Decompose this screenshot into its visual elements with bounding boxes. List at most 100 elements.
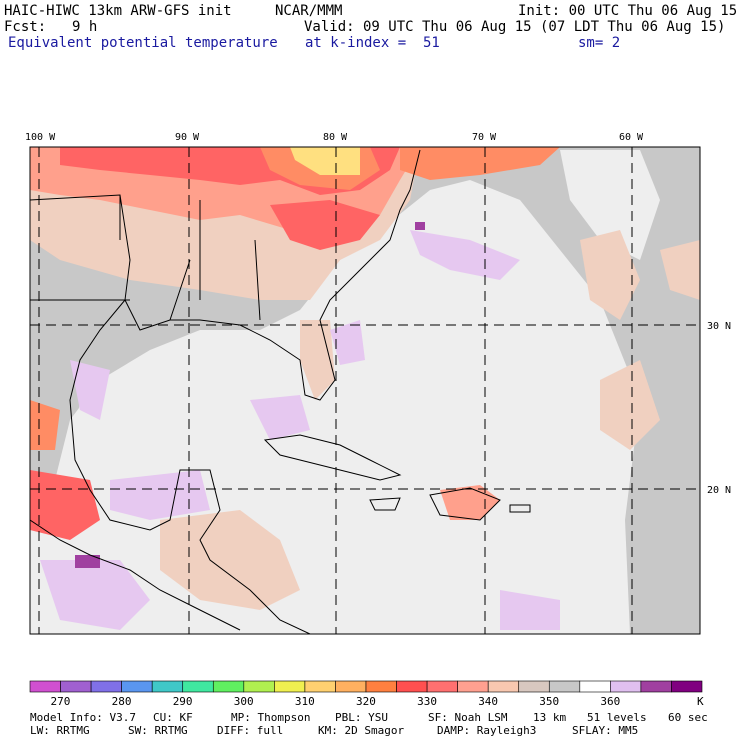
footer-timestep: 60 sec	[668, 711, 708, 724]
colorbar-box	[274, 680, 306, 693]
jamaica-outline	[369, 497, 401, 511]
colorbar-box	[610, 680, 642, 693]
colorbar-tick-label: 270	[51, 695, 71, 708]
map-frame	[29, 146, 701, 635]
smoothing-value: sm= 2	[578, 35, 621, 51]
lavender-patch-southeast	[500, 590, 560, 630]
colorbar-box	[335, 680, 367, 693]
colorbar-boxes	[29, 680, 703, 693]
colorbar-tick-label: 280	[112, 695, 132, 708]
colorbar-box	[151, 680, 184, 693]
colorbar-box	[487, 680, 520, 693]
tan-patch-edge	[660, 240, 700, 300]
footer-model-info: Model Info: V3.7	[30, 711, 136, 724]
footer-km: KM: 2D Smagor	[318, 724, 405, 737]
red-region-carolinas	[270, 200, 380, 250]
colorbar-box	[671, 680, 703, 693]
footer-mp: MP: Thompson	[231, 711, 311, 724]
mexico-coastline	[69, 299, 311, 634]
colorbar-box	[60, 680, 92, 693]
forecast-label: Fcst:	[4, 19, 47, 35]
graticule	[30, 147, 700, 634]
colorbar-box	[90, 680, 122, 693]
colorbar-box	[29, 680, 61, 693]
footer-pbl: PBL: YSU	[335, 711, 388, 724]
colorbar-tick-label: 360	[600, 695, 620, 708]
footer-lw: LW: RRTMG	[30, 724, 90, 737]
colorbar-tick-label: 310	[295, 695, 315, 708]
map-field	[30, 147, 700, 634]
lat-label-30n: 30 N	[707, 321, 731, 332]
model-title: HAIC-HIWC 13km ARW-GFS init	[4, 3, 232, 19]
purple-patch-pacific	[75, 555, 100, 568]
us-coastline	[30, 149, 421, 401]
purple-patch-atlantic	[415, 222, 425, 230]
colorbar-tick-label: 340	[478, 695, 498, 708]
footer-sf: SF: Noah LSM	[428, 711, 508, 724]
north-atlantic-light-region	[560, 150, 660, 260]
state-borders	[30, 195, 261, 321]
lon-label-60w: 60 W	[619, 132, 644, 143]
colorbar-tick-label: 330	[417, 695, 437, 708]
colorbar-box	[304, 680, 336, 693]
cuba-outline	[263, 434, 402, 481]
footer-damp: DAMP: Rayleigh3	[437, 724, 537, 737]
forecast-hour: 9 h	[72, 19, 98, 35]
colorbar-units: K	[697, 695, 704, 708]
lon-label-80w: 80 W	[323, 132, 348, 143]
field-name: Equivalent potential temperature	[8, 35, 278, 51]
colorbar-box	[457, 680, 489, 693]
atlantic-light-region	[340, 250, 600, 560]
colorbar-box	[579, 680, 611, 693]
tan-patch-florida	[300, 320, 335, 400]
colorbar-box	[212, 680, 245, 693]
lavender-region-bay	[110, 470, 210, 520]
lat-label-20n: 20 N	[707, 485, 731, 496]
colorbar-tick-label: 350	[539, 695, 559, 708]
lavender-region-gulf	[70, 360, 110, 420]
footer-sw: SW: RRTMG	[128, 724, 188, 737]
puerto-rico-outline	[509, 504, 531, 513]
colorbar-box	[365, 680, 397, 693]
valid-time: Valid: 09 UTC Thu 06 Aug 15 (07 LDT Thu …	[304, 19, 726, 35]
colorbar-box	[426, 680, 458, 693]
colorbar-box	[396, 680, 428, 693]
level-index: at k-index = 51	[305, 35, 440, 51]
colorbar-tick-labels: 270 280 290 300 310 320 330 340 350 360	[51, 695, 621, 708]
lavender-region-north	[410, 230, 520, 280]
colorbar-box	[121, 680, 153, 693]
organization: NCAR/MMM	[275, 3, 343, 19]
gulf-light-region	[75, 360, 300, 500]
colorbar-tick-label: 290	[173, 695, 193, 708]
colorbar-box	[243, 680, 275, 693]
colorbar-box	[518, 680, 550, 693]
colorbar-tick-label: 300	[234, 695, 254, 708]
lavender-patch-cuba	[250, 395, 310, 440]
colorbar-box	[182, 680, 214, 693]
tan-patch-east-2	[600, 360, 660, 450]
lon-label-90w: 90 W	[175, 132, 200, 143]
lon-label-100w: 100 W	[25, 132, 56, 143]
footer-resolution: 13 km	[533, 711, 567, 724]
colorbar-box	[548, 680, 581, 693]
tan-patch-east	[580, 230, 640, 320]
footer-cu: CU: KF	[153, 711, 193, 724]
footer-sflay: SFLAY: MM5	[572, 724, 639, 737]
tan-region-central-america	[160, 510, 300, 610]
footer-levels: 51 levels	[587, 711, 647, 724]
lon-label-70w: 70 W	[472, 132, 497, 143]
red-region-mexico	[30, 470, 100, 540]
pacific-coastline	[30, 519, 241, 631]
lavender-region-pacific	[40, 560, 150, 630]
orange-region-northeast	[400, 147, 560, 180]
yellow-region	[290, 147, 360, 175]
footer-diff: DIFF: full	[217, 724, 284, 737]
orange-region-mexico	[30, 400, 60, 450]
lavender-patch-atlantic	[330, 320, 365, 365]
colorbar-box	[640, 680, 672, 693]
init-time: Init: 00 UTC Thu 06 Aug 15	[518, 3, 738, 19]
colorbar-tick-label: 320	[356, 695, 376, 708]
coastlines	[30, 149, 531, 634]
